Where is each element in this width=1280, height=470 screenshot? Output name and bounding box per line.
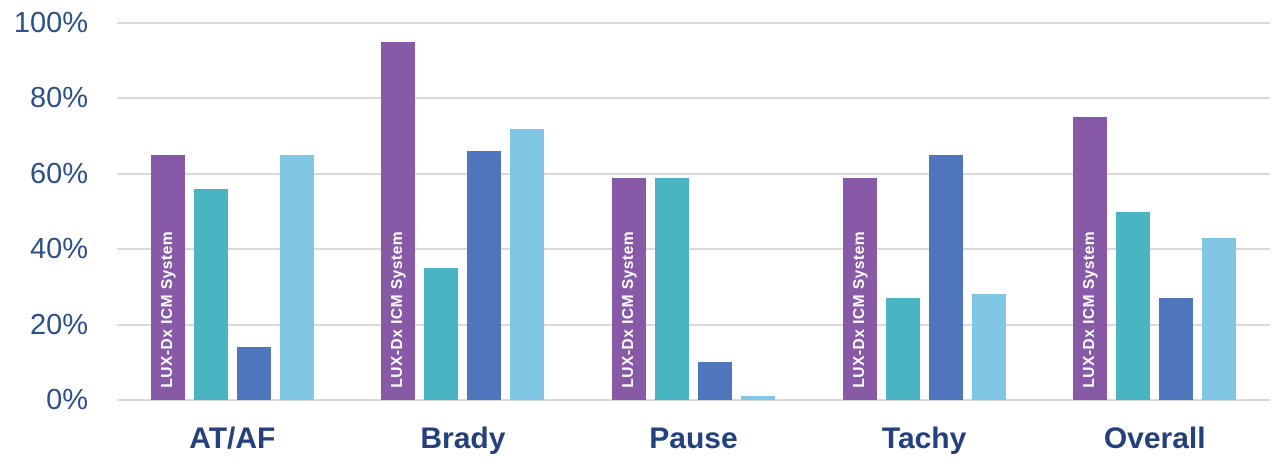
bar-inner-label-pause: LUX-Dx ICM System: [620, 231, 637, 388]
bar-overall-dark-blue-series: [1159, 298, 1194, 400]
gridline-0: [117, 399, 1270, 401]
bar-pause-teal-series: [655, 177, 689, 400]
bar-tachy-teal-series: [885, 298, 920, 400]
bar-inner-label-at-af: LUX-Dx ICM System: [158, 231, 176, 388]
bar-pause-lux-dx-icm-system: LUX-Dx ICM System: [612, 177, 646, 400]
x-axis-category-brady: Brady: [420, 422, 506, 455]
bar-at-af-dark-blue-series: [236, 347, 271, 400]
bar-inner-label-brady: LUX-Dx ICM System: [389, 231, 407, 388]
bar-at-af-lux-dx-icm-system: LUX-Dx ICM System: [150, 154, 185, 400]
gridline-80: [117, 97, 1270, 100]
bar-overall-lux-dx-icm-system: LUX-Dx ICM System: [1073, 117, 1108, 400]
bar-at-af-teal-series: [193, 188, 228, 400]
y-axis-tick-20: 20%: [29, 308, 88, 341]
y-axis-tick-0: 0%: [46, 384, 88, 416]
bar-inner-label-overall: LUX-Dx ICM System: [1081, 231, 1099, 388]
x-axis-category-tachy: Tachy: [881, 422, 967, 455]
bar-overall-teal-series: [1116, 211, 1151, 400]
bar-tachy-light-blue-series: [971, 294, 1006, 400]
x-axis-category-at-af: AT/AF: [189, 422, 276, 455]
gridline-40: [117, 248, 1270, 251]
bar-inner-label-tachy: LUX-Dx ICM System: [850, 231, 868, 388]
bar-brady-teal-series: [424, 268, 459, 400]
x-axis-category-pause: Pause: [649, 422, 738, 455]
y-axis-tick-80: 80%: [29, 82, 88, 115]
bar-tachy-lux-dx-icm-system: LUX-Dx ICM System: [842, 177, 877, 400]
bar-pause-light-blue-series: [741, 396, 775, 400]
bar-brady-light-blue-series: [510, 128, 545, 400]
bar-tachy-dark-blue-series: [928, 154, 963, 400]
y-axis-tick-100: 100%: [13, 7, 88, 39]
bar-brady-lux-dx-icm-system: LUX-Dx ICM System: [381, 41, 416, 400]
gridline-60: [117, 172, 1270, 175]
bar-overall-light-blue-series: [1202, 237, 1237, 400]
y-axis-tick-40: 40%: [29, 233, 88, 266]
gridline-100: [117, 22, 1270, 24]
bar-brady-dark-blue-series: [467, 151, 502, 400]
x-axis-category-overall: Overall: [1103, 422, 1206, 455]
bar-at-af-light-blue-series: [279, 154, 314, 400]
gridline-20: [117, 323, 1270, 326]
y-axis-tick-60: 60%: [29, 157, 88, 190]
bar-pause-dark-blue-series: [698, 362, 732, 400]
